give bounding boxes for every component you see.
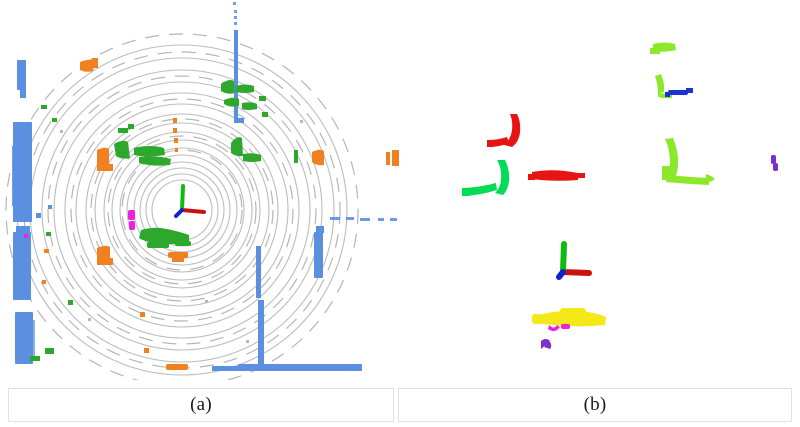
axis-x-red: [180, 208, 206, 214]
coordinate-axes-triad: [556, 241, 592, 280]
cluster-magenta: [24, 210, 135, 238]
axis-y-green: [180, 184, 185, 212]
panels-container: [0, 0, 800, 380]
wall-cluster-group-blue: [12, 2, 397, 371]
caption-cell-b: (b): [398, 388, 792, 422]
coordinate-axes-triad: [174, 184, 206, 218]
point-cloud-panel-a: [0, 0, 400, 380]
object-cluster-group-yellow: [532, 308, 606, 327]
vehicle-cluster-group-orange: [42, 58, 399, 370]
axis-z-blue: [556, 269, 566, 280]
ground-return-points: [60, 120, 303, 343]
object-cluster-group-lightgreen: [650, 42, 715, 185]
object-cluster-group-green: [462, 160, 510, 196]
point-cloud-panel-b: [400, 0, 800, 380]
axis-z-blue: [174, 208, 184, 218]
axis-x-red: [560, 269, 592, 276]
caption-cell-a: (a): [8, 388, 394, 422]
lidar-ring-dashes: [5, 33, 359, 380]
dotted-beam: [330, 217, 397, 221]
caption-label-b: (b): [583, 394, 607, 415]
vehicle-cluster-group-green: [30, 80, 298, 361]
object-cluster-group-blue: [665, 88, 693, 97]
object-cluster-group-magenta: [548, 324, 570, 332]
caption-row: (a) (b): [8, 388, 792, 422]
caption-label-a: (a): [190, 394, 212, 415]
panel-a-scatter: [5, 2, 399, 380]
object-cluster-group-purple: [541, 155, 778, 349]
object-cluster-group-red: [487, 114, 585, 181]
panel-b-scatter: [462, 42, 778, 349]
axis-y-green: [560, 241, 567, 275]
